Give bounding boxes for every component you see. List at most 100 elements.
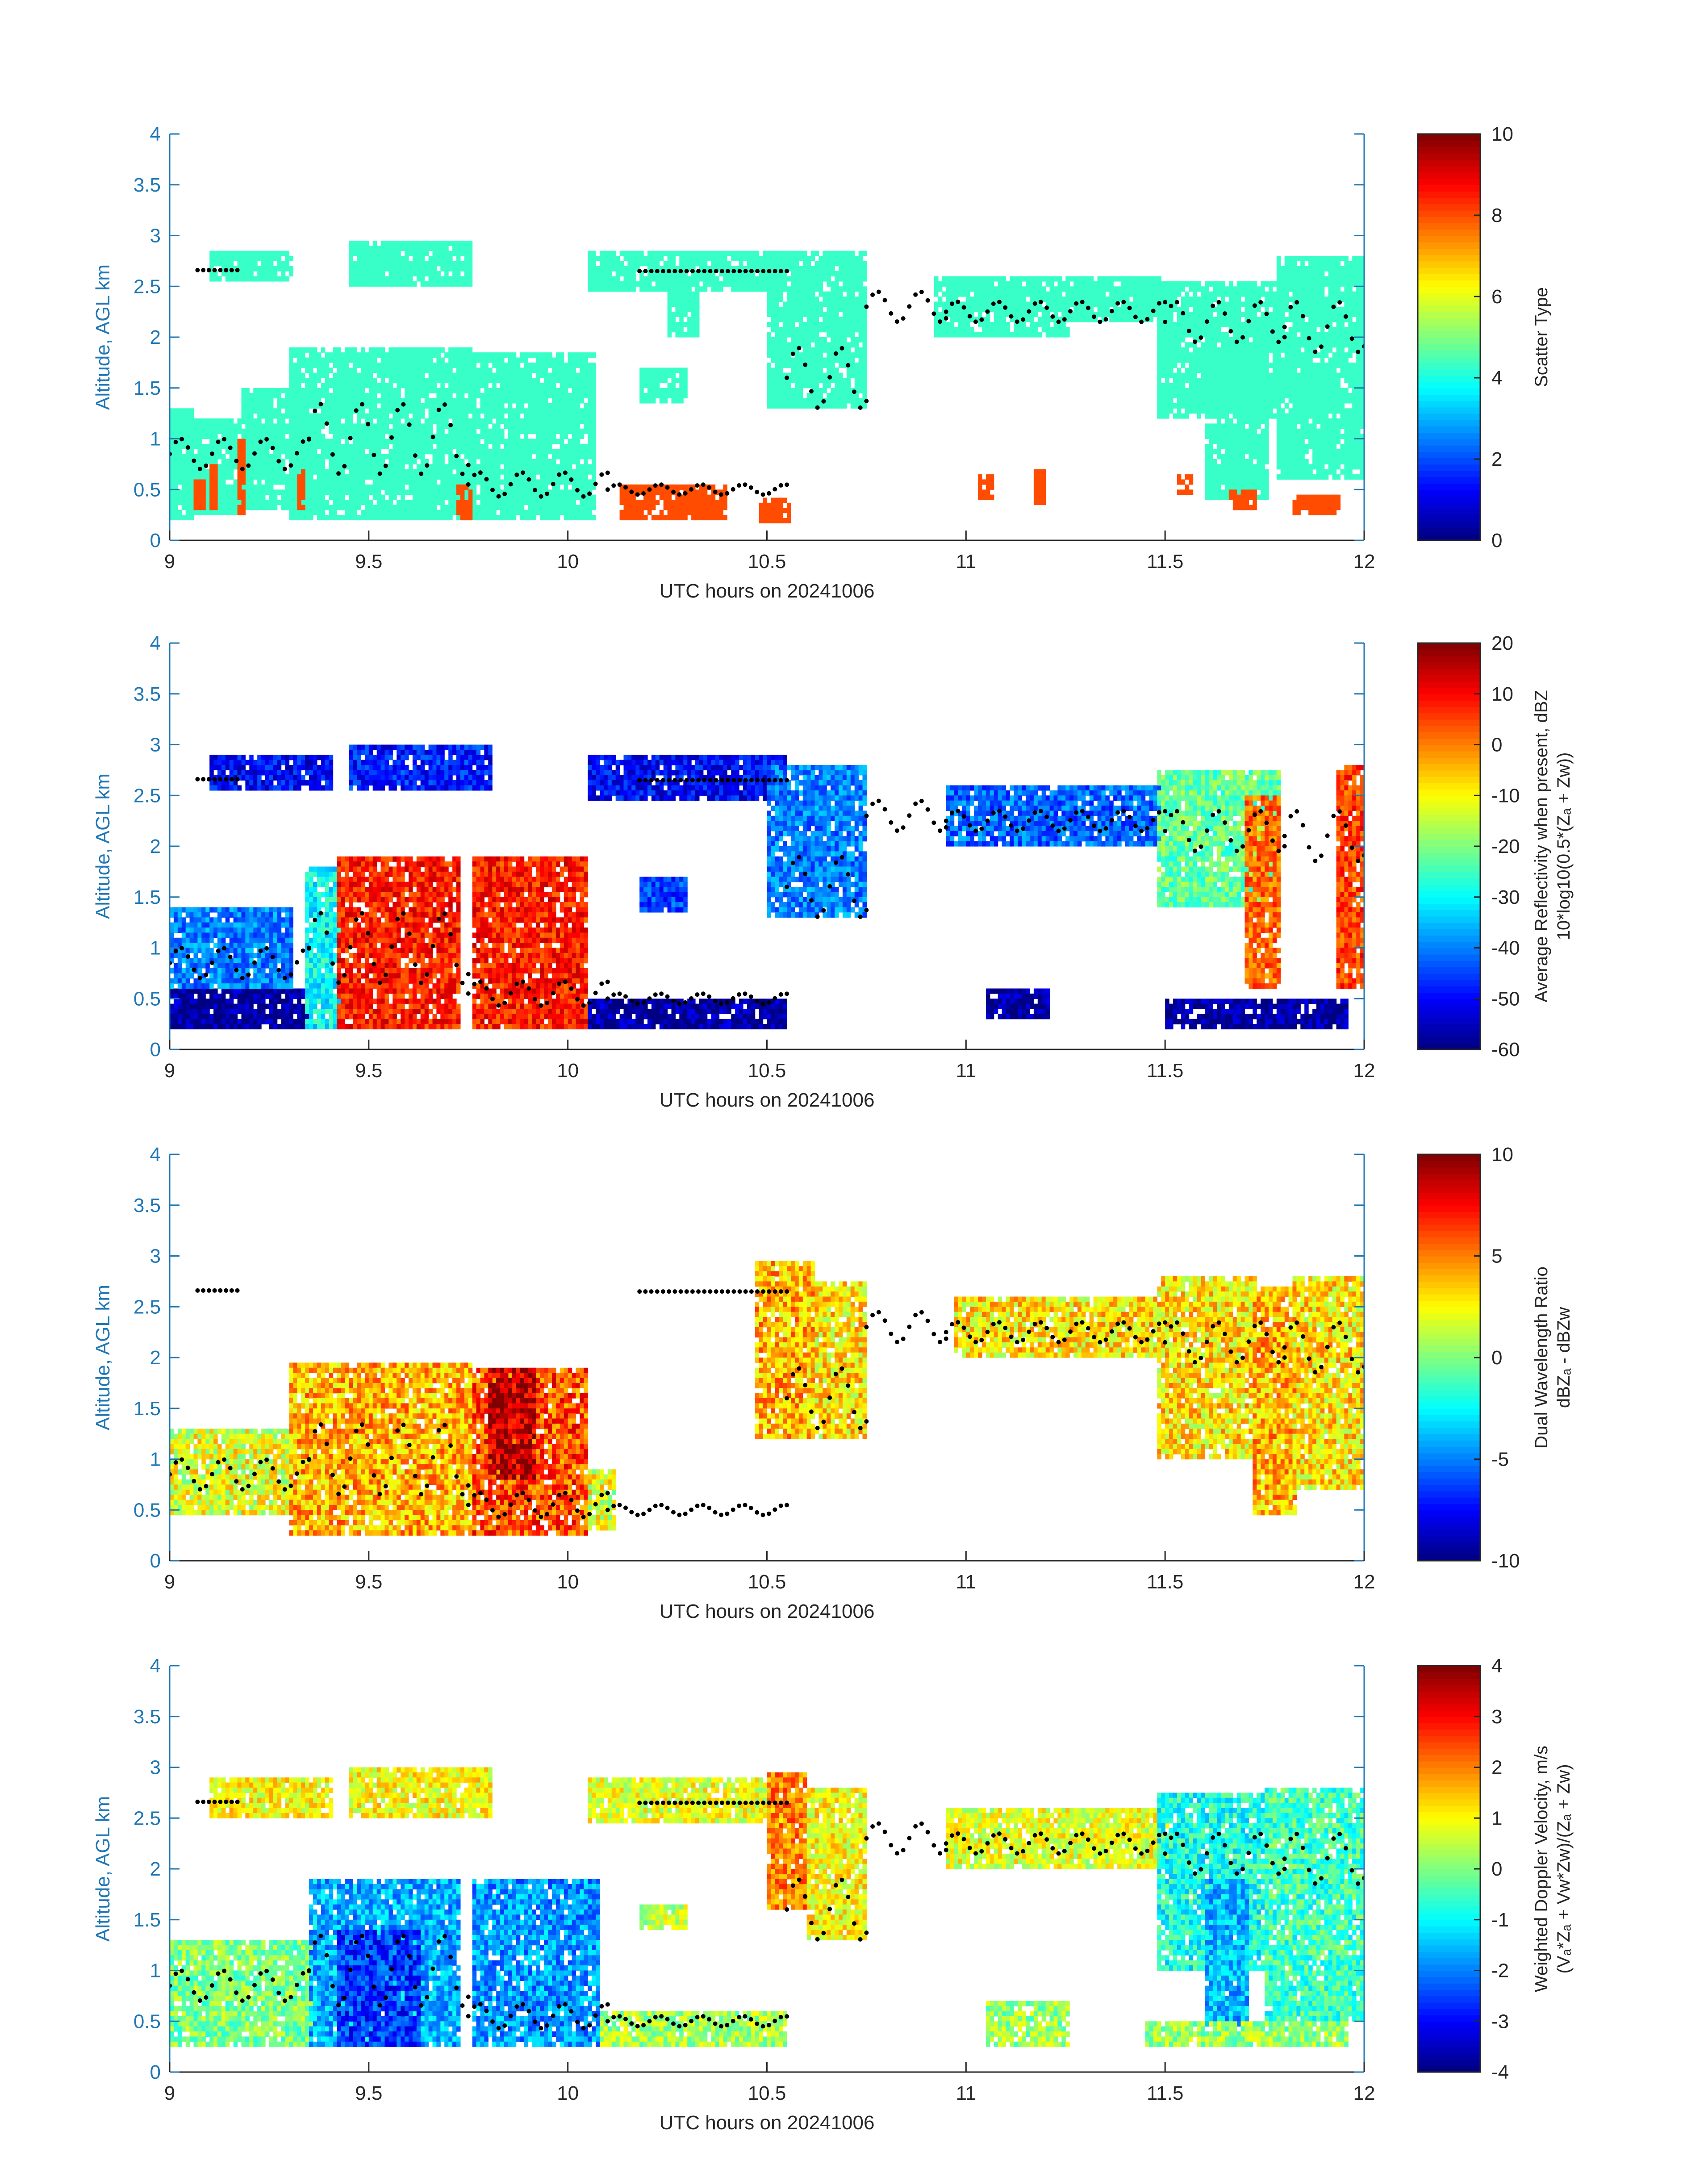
heatmap-cell — [448, 276, 453, 282]
heatmap-cell — [835, 347, 839, 353]
heatmap-cell — [440, 378, 445, 383]
heatmap-cell — [532, 500, 536, 505]
heatmap-cell — [540, 500, 544, 505]
heatmap-cell — [679, 251, 684, 256]
heatmap-cell — [480, 378, 484, 383]
heatmap-cell — [289, 500, 293, 505]
heatmap-cell — [500, 383, 505, 389]
heatmap-cell — [361, 352, 365, 358]
heatmap-cell — [205, 505, 210, 510]
heatmap-cell — [671, 368, 676, 373]
heatmap-cell — [305, 357, 309, 363]
heatmap-cell — [516, 505, 521, 510]
heatmap-cell — [317, 428, 322, 434]
heatmap-cell — [388, 388, 393, 393]
heatmap-cell — [221, 423, 226, 429]
heatmap-cell — [448, 505, 453, 510]
heatmap-cell — [349, 515, 353, 521]
heatmap-cell — [217, 418, 222, 424]
heatmap-cell — [488, 484, 493, 490]
heatmap-cell — [568, 352, 572, 358]
heatmap-cell — [858, 312, 863, 318]
heatmap-cell — [372, 439, 377, 444]
heatmap-cell — [524, 372, 529, 378]
heatmap-cell — [376, 368, 381, 373]
heatmap-cell — [448, 428, 453, 434]
heatmap-cell — [337, 479, 341, 485]
heatmap-cell — [584, 368, 588, 373]
heatmap-cell — [850, 403, 855, 409]
heatmap-cell — [839, 266, 843, 272]
heatmap-cell — [946, 312, 951, 318]
heatmap-cell — [544, 500, 548, 505]
heatmap-cell — [1014, 322, 1018, 327]
heatmap-cell — [269, 484, 274, 490]
heatmap-cell — [484, 484, 489, 490]
heatmap-cell — [671, 256, 676, 261]
heatmap-cell — [763, 286, 768, 292]
heatmap-cell — [480, 383, 484, 389]
heatmap-cell — [974, 286, 978, 292]
heatmap-cell — [436, 281, 441, 287]
heatmap-cell — [854, 281, 859, 287]
heatmap-cell — [380, 281, 385, 287]
heatmap-cell — [357, 362, 361, 368]
heatmap-cell — [472, 393, 477, 399]
heatmap-cell — [456, 413, 461, 419]
heatmap-cell — [683, 291, 688, 297]
heatmap-cell — [707, 271, 712, 277]
heatmap-cell — [177, 489, 182, 495]
heatmap-cell — [779, 403, 783, 409]
heatmap-cell — [197, 459, 202, 464]
heatmap-cell — [806, 301, 811, 307]
heatmap-cell — [412, 439, 417, 444]
heatmap-cell — [767, 261, 771, 267]
heatmap-cell — [767, 256, 771, 261]
heatmap-cell — [814, 322, 819, 327]
heatmap-cell — [170, 423, 174, 429]
heatmap-cell — [472, 368, 477, 373]
heatmap-cell — [588, 271, 592, 277]
heatmap-cell — [596, 276, 600, 282]
heatmap-cell — [794, 372, 799, 378]
heatmap-cell — [436, 464, 441, 470]
heatmap-cell — [512, 489, 517, 495]
heatmap-cell — [333, 398, 338, 404]
heatmap-cell — [663, 266, 668, 272]
heatmap-cell — [858, 251, 863, 256]
heatmap-cell — [372, 281, 377, 287]
heatmap-cell — [261, 484, 266, 490]
heatmap-cell — [384, 418, 389, 424]
heatmap-cell — [520, 383, 525, 389]
heatmap-cell — [329, 459, 334, 464]
heatmap-cell — [639, 251, 644, 256]
heatmap-cell — [472, 454, 477, 460]
heatmap-cell — [1022, 332, 1026, 338]
heatmap-cell — [615, 261, 620, 267]
heatmap-cell — [1022, 322, 1026, 327]
heatmap-cell — [842, 306, 847, 312]
heatmap-cell — [448, 240, 453, 246]
heatmap-cell — [496, 362, 501, 368]
heatmap-cell — [691, 261, 696, 267]
heatmap-cell — [412, 388, 417, 393]
heatmap-cell — [444, 443, 449, 449]
heatmap-cell — [675, 301, 680, 307]
heatmap-cell — [173, 464, 178, 470]
heatmap-cell — [472, 484, 477, 490]
heatmap-cell — [380, 459, 385, 464]
heatmap-cell — [405, 423, 409, 429]
heatmap-cell — [380, 505, 385, 510]
heatmap-cell — [854, 322, 859, 327]
heatmap-cell — [380, 408, 385, 414]
heatmap-cell — [990, 291, 994, 297]
heatmap-cell — [798, 297, 803, 302]
heatmap-cell — [536, 393, 540, 399]
heatmap-cell — [412, 449, 417, 455]
heatmap-cell — [810, 286, 815, 292]
heatmap-cell — [405, 357, 409, 363]
heatmap-cell — [512, 378, 517, 383]
heatmap-cell — [691, 297, 696, 302]
heatmap-cell — [679, 271, 684, 277]
heatmap-cell — [671, 271, 676, 277]
